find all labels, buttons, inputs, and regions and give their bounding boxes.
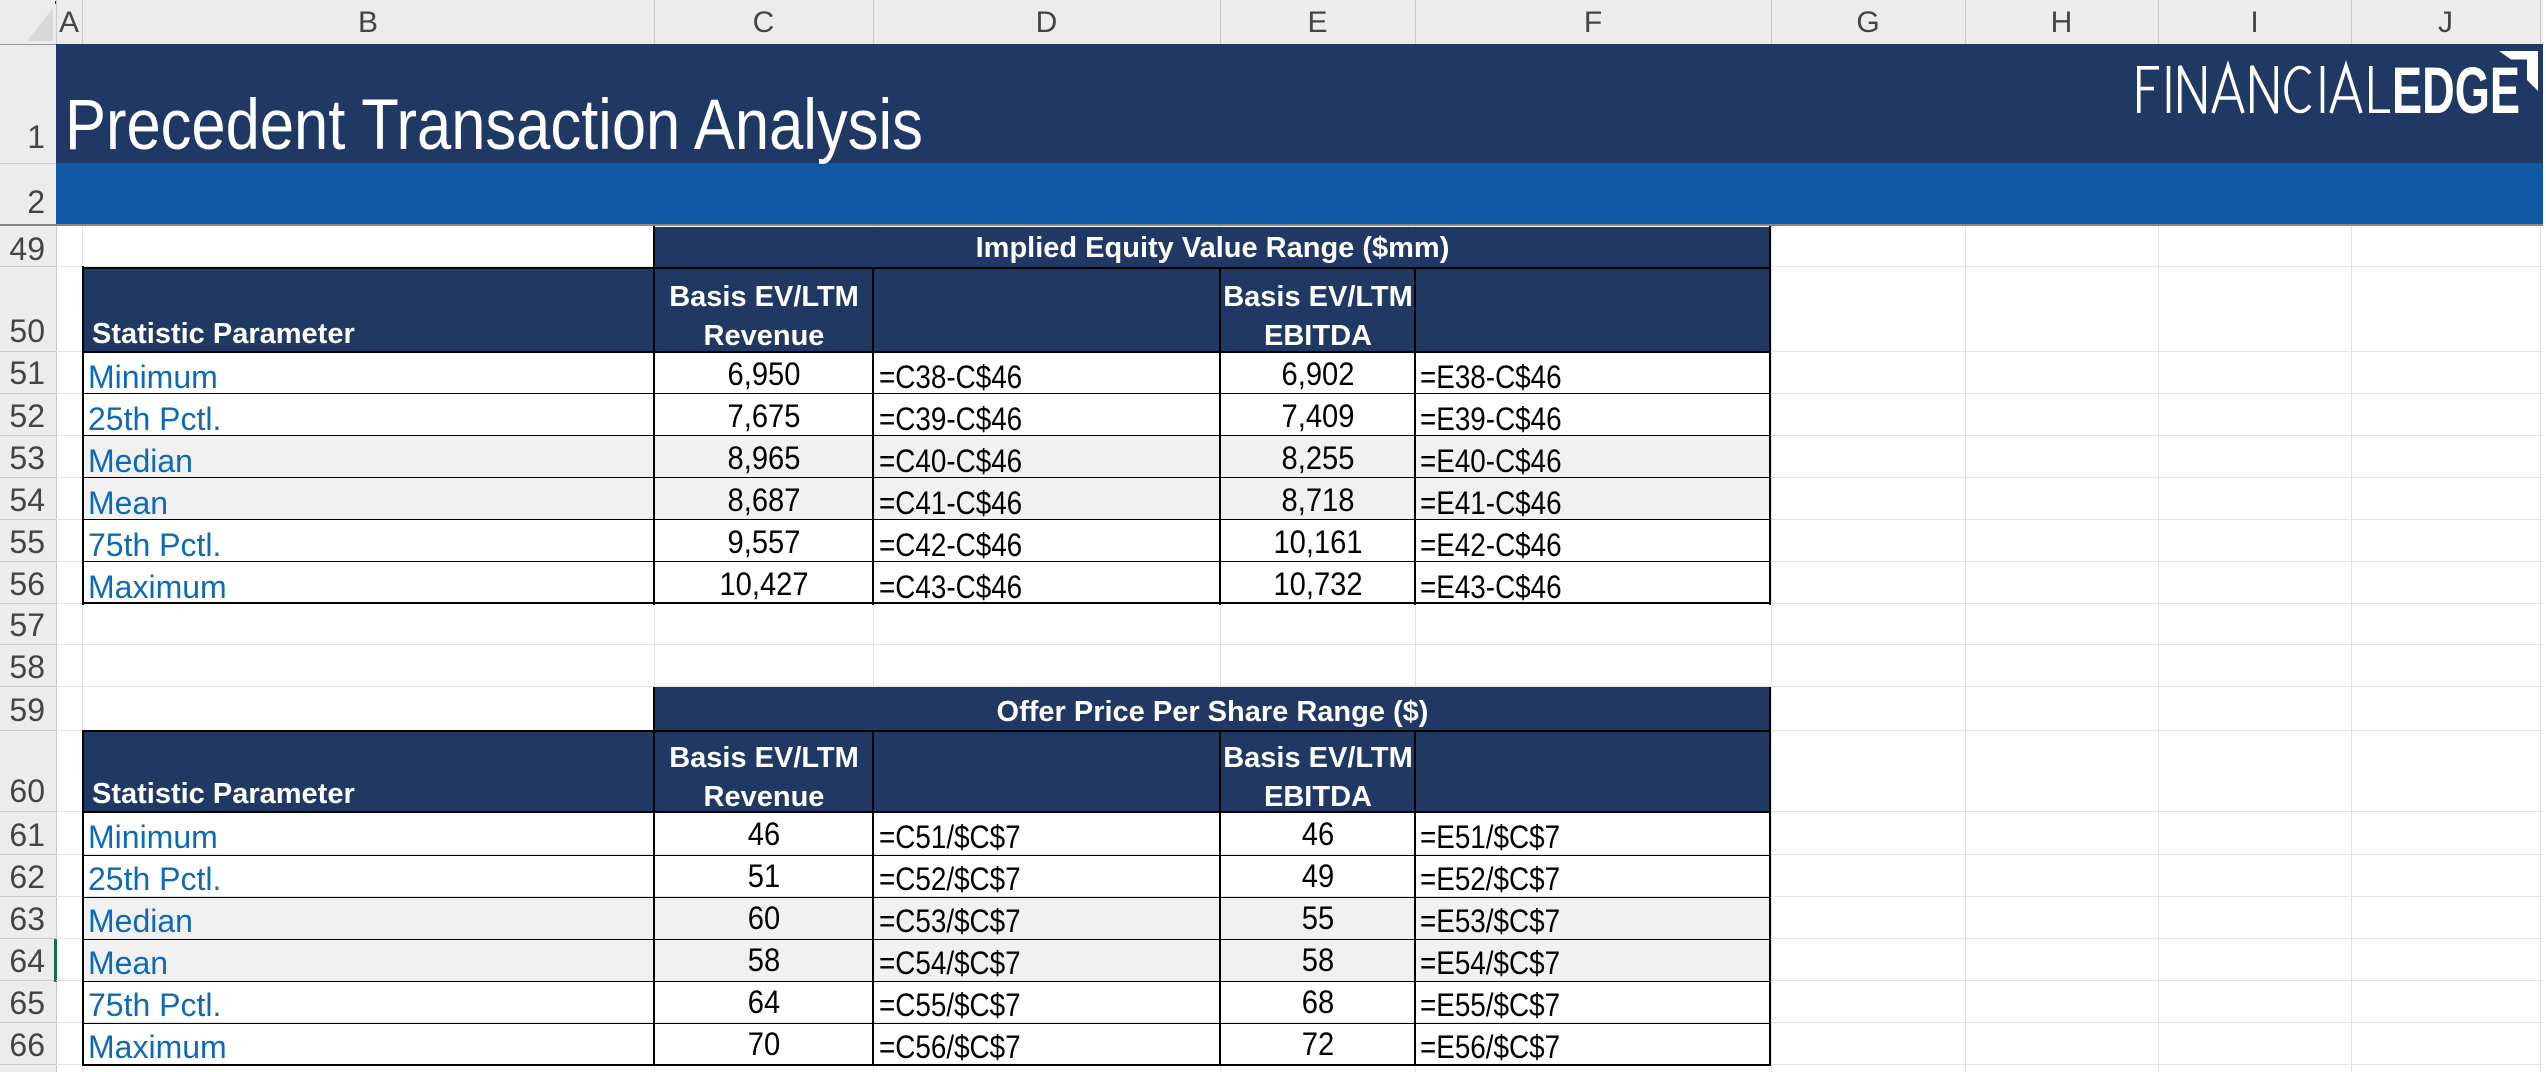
svg-text:EDGE: EDGE (2392, 53, 2520, 125)
